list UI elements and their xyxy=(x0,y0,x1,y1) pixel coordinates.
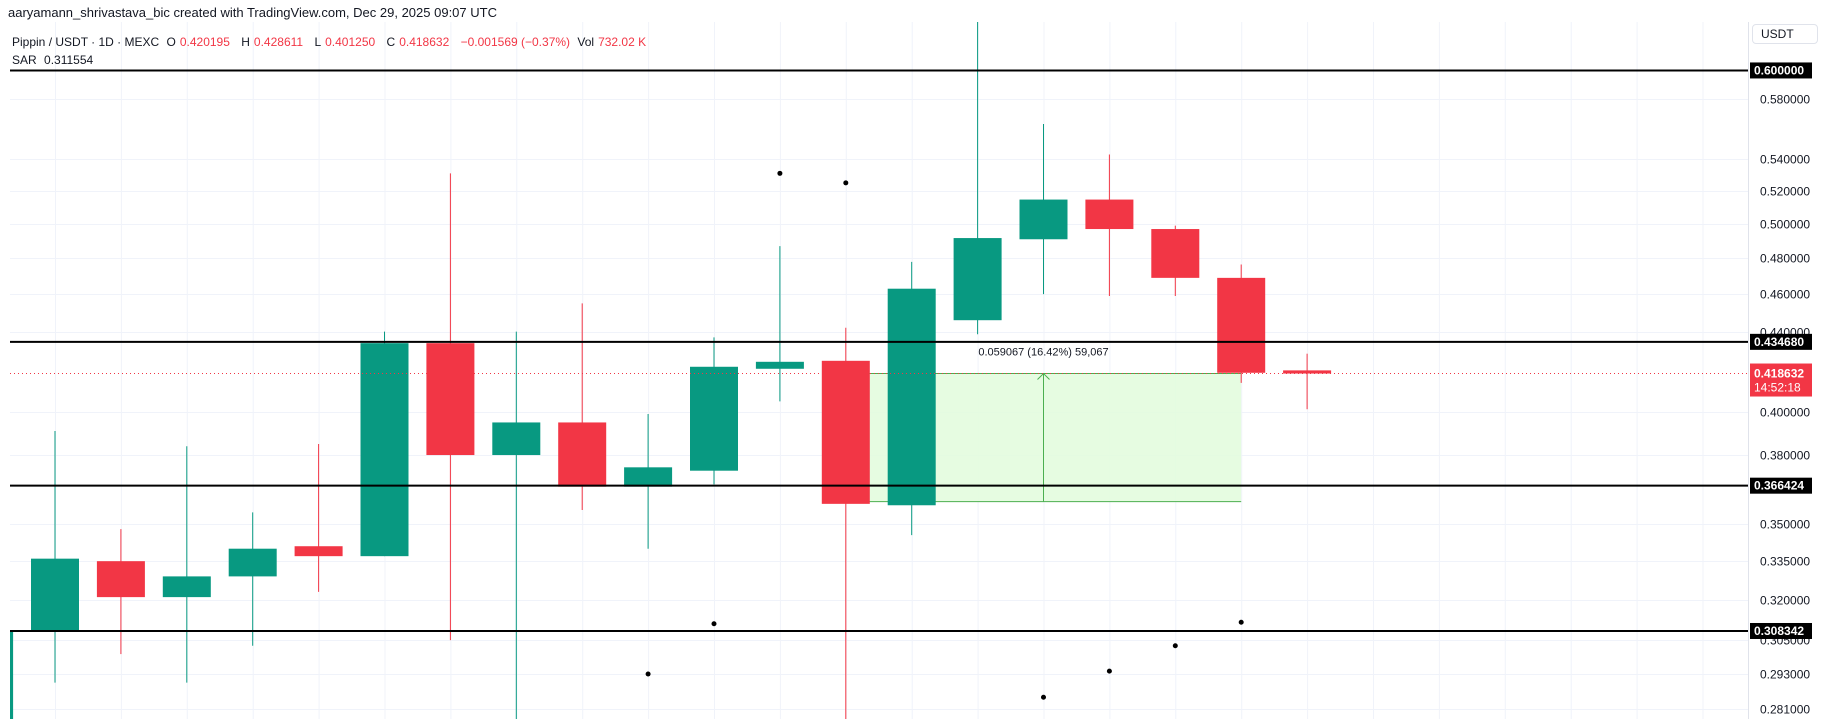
y-tick-label: 0.500000 xyxy=(1760,218,1810,232)
candle-down xyxy=(96,561,145,598)
y-tick-label: 0.380000 xyxy=(1760,449,1810,463)
sar-dot xyxy=(1106,668,1112,674)
level-price-badge xyxy=(1750,477,1812,494)
sar-dot xyxy=(711,621,717,627)
candle-down xyxy=(294,546,343,557)
last-price-label: 0.418632 xyxy=(1754,367,1804,381)
candle-down xyxy=(1085,199,1134,230)
candle-up xyxy=(1019,199,1068,240)
candle-up xyxy=(360,343,409,557)
candle-up xyxy=(755,361,804,369)
measure-arrow-head-icon xyxy=(1037,372,1050,380)
candle-up xyxy=(31,558,79,632)
volume-value: Vol 732.02 K xyxy=(577,35,647,49)
symbol-legend: Pippin / USDT · 1D · MEXC O 0.420195 H 0.4… xyxy=(12,33,654,69)
candle-up xyxy=(10,631,14,719)
bar-countdown-label: 14:52:18 xyxy=(1754,381,1801,395)
sar-dot xyxy=(1041,694,1046,700)
level-price-label: 0.308342 xyxy=(1754,624,1804,638)
y-tick-label: 0.540000 xyxy=(1760,153,1810,167)
candle-up xyxy=(228,548,277,577)
change-value: −0.001569 (−0.37%) xyxy=(460,35,571,49)
last-price-badge xyxy=(1750,363,1812,397)
y-tick-label: 0.335000 xyxy=(1760,555,1810,569)
sar-dot xyxy=(1172,643,1178,649)
y-tick-label: 0.520000 xyxy=(1760,185,1810,199)
sar-dot xyxy=(777,170,783,176)
candle-up xyxy=(690,366,738,471)
candle-down xyxy=(558,422,607,487)
y-tick-label: 0.580000 xyxy=(1760,93,1810,107)
candle-down xyxy=(1151,229,1200,278)
sar-dot xyxy=(645,671,651,677)
level-price-badge xyxy=(1750,62,1812,79)
y-tick-label: 0.350000 xyxy=(1760,518,1810,532)
y-tick-label: 0.460000 xyxy=(1760,288,1810,302)
candle-up xyxy=(887,288,936,506)
price-axis[interactable] xyxy=(1748,22,1825,719)
candle-down xyxy=(1217,277,1266,373)
watermark-credit: aaryamann_shrivastava_bic created with T… xyxy=(8,5,497,20)
open-value: O 0.420195 xyxy=(166,35,230,49)
candle-up xyxy=(953,238,1002,321)
level-price-label: 0.434680 xyxy=(1754,335,1804,349)
candle-up xyxy=(492,422,541,456)
plot-pane xyxy=(10,22,1748,719)
y-tick-label: 0.293000 xyxy=(1760,668,1810,682)
y-tick-label: 0.320000 xyxy=(1760,594,1810,608)
high-value: H 0.428611 xyxy=(241,35,304,49)
level-price-badge xyxy=(1750,622,1812,639)
y-tick-label: 0.400000 xyxy=(1760,406,1810,420)
candle-up xyxy=(162,576,211,598)
low-value: L 0.401250 xyxy=(314,35,376,49)
level-price-badge xyxy=(1750,333,1812,350)
level-price-label: 0.600000 xyxy=(1754,63,1804,77)
y-tick-label: 0.281000 xyxy=(1760,703,1810,717)
close-value: C 0.418632 xyxy=(386,35,450,49)
candle-down xyxy=(426,343,475,456)
currency-selector[interactable]: USDT xyxy=(1752,24,1818,44)
sar-legend: SAR 0.311554 xyxy=(12,53,94,67)
y-tick-label: 0.480000 xyxy=(1760,252,1810,266)
candle-up xyxy=(624,467,673,487)
candle-down xyxy=(821,360,870,504)
sar-dot xyxy=(843,180,849,186)
symbol-info[interactable]: Pippin / USDT · 1D · MEXC xyxy=(12,35,160,49)
level-price-label: 0.366424 xyxy=(1754,479,1804,493)
sar-dot xyxy=(1238,619,1244,625)
candle-down xyxy=(1283,370,1332,374)
measure-label: 0.059067 (16.42%) 59,067 xyxy=(978,347,1108,359)
